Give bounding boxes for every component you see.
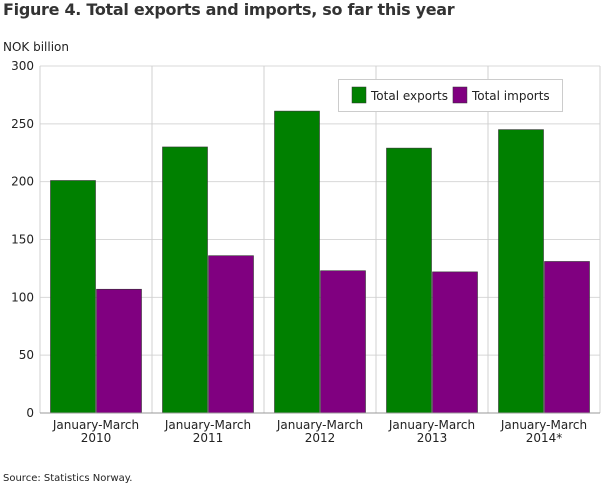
bar-total-exports	[274, 110, 320, 414]
x-tick-label: 2012	[305, 431, 336, 445]
legend-swatch	[351, 86, 367, 104]
y-tick-label: 150	[11, 233, 34, 247]
legend-swatch	[452, 86, 468, 104]
y-tick-label: 250	[11, 117, 34, 131]
x-tick-label: 2014*	[526, 431, 563, 445]
x-tick-label: January-March	[388, 418, 475, 432]
y-axis-label: NOK billion	[3, 40, 69, 54]
bar-total-exports	[50, 180, 96, 414]
x-tick-label: January-March	[52, 418, 139, 432]
y-tick-label: 50	[19, 348, 34, 362]
source-note: Source: Statistics Norway.	[3, 473, 133, 484]
x-tick-label: January-March	[164, 418, 251, 432]
x-tick-label: January-March	[500, 418, 587, 432]
x-tick-label: January-March	[276, 418, 363, 432]
bar-total-exports	[386, 147, 432, 414]
bar-total-exports	[498, 129, 544, 414]
x-tick-label: 2010	[81, 431, 112, 445]
x-tick-label: 2011	[193, 431, 224, 445]
y-tick-label: 300	[11, 59, 34, 73]
bar-total-imports	[544, 261, 590, 414]
bar-total-imports	[432, 271, 478, 414]
legend-box	[338, 79, 563, 112]
legend-label: Total imports	[471, 89, 550, 103]
x-tick-label: 2013	[417, 431, 448, 445]
legend-label: Total exports	[370, 89, 448, 103]
bar-total-imports	[208, 255, 254, 414]
y-tick-label: 100	[11, 290, 34, 304]
y-tick-label: 0	[26, 406, 34, 420]
y-tick-label: 200	[11, 175, 34, 189]
chart-title: Figure 4. Total exports and imports, so …	[3, 0, 455, 19]
bar-total-imports	[320, 270, 366, 414]
bar-total-exports	[162, 146, 208, 414]
bar-total-imports	[96, 288, 142, 414]
